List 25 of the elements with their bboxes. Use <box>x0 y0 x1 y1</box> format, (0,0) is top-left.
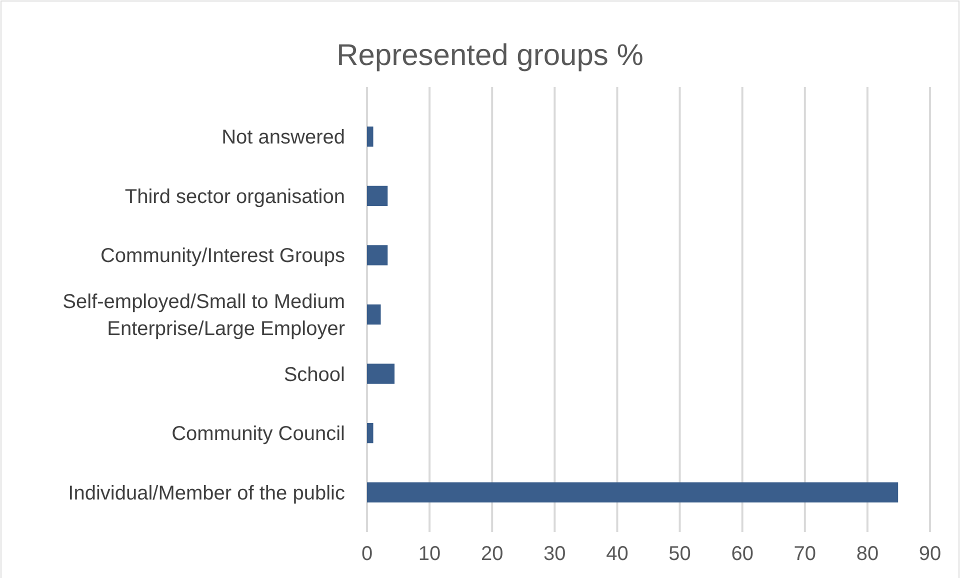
bar <box>367 126 374 147</box>
y-tick-label: Individual/Member of the public <box>68 482 345 504</box>
x-tick-label: 0 <box>361 543 373 566</box>
bar <box>367 422 374 444</box>
bar <box>367 364 395 384</box>
bar <box>367 245 388 266</box>
x-tick-label: 90 <box>918 543 942 566</box>
x-tick-label: 50 <box>668 543 691 566</box>
y-tick-label: Self-employed/Small to Medium Enterprise/Large Employer <box>62 291 346 340</box>
y-tick-label: Community/Interest Groups <box>100 245 345 268</box>
bar <box>367 186 388 206</box>
chart-title: Represented groups % <box>336 39 644 72</box>
x-tick-label: 10 <box>418 543 441 566</box>
y-tick-label: Community Council <box>172 423 345 446</box>
x-tick-label: 20 <box>480 543 504 566</box>
y-tick-label: Third sector organisation <box>124 186 345 208</box>
x-tick-label: 60 <box>731 543 754 566</box>
x-tick-label: 40 <box>606 543 628 566</box>
y-tick-label: Not answered <box>222 126 345 149</box>
x-tick-label: 70 <box>794 543 816 566</box>
x-tick-label: 80 <box>856 543 879 566</box>
y-tick-label: School <box>284 364 345 386</box>
x-tick-label: 30 <box>544 543 566 566</box>
bar <box>367 304 381 325</box>
bar <box>367 482 898 502</box>
